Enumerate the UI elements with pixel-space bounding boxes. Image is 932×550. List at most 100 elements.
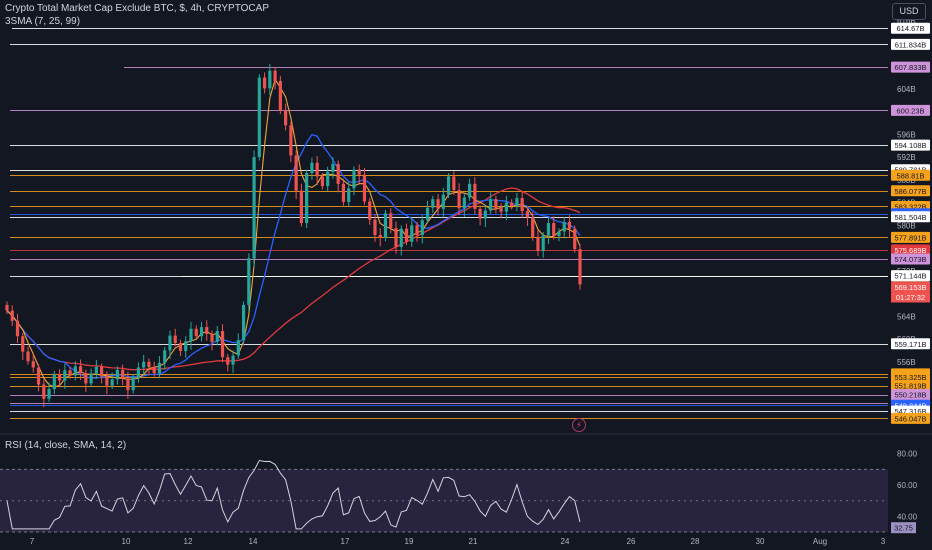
candle-body (152, 366, 156, 374)
candle-body (21, 336, 25, 352)
price-axis-tick: 604B (897, 85, 916, 94)
candle-body (94, 366, 98, 374)
candle-body (494, 199, 498, 209)
price-tag-label: 559.171B (894, 340, 926, 349)
candle-body (105, 376, 109, 386)
rsi-axis-tick: 40.00 (897, 512, 918, 521)
candle-body (541, 235, 545, 251)
candle-body (305, 173, 309, 224)
candle-body (431, 199, 435, 208)
price-tag-label: 581.504B (894, 213, 926, 222)
candle-body (31, 361, 35, 368)
candle-body (378, 235, 382, 238)
time-axis-tick: 28 (691, 537, 700, 546)
currency-button[interactable]: USD (892, 3, 926, 20)
candle-body (289, 125, 293, 156)
price-tag (891, 61, 930, 73)
time-axis-tick: Aug (813, 537, 827, 546)
time-axis-tick: 19 (405, 537, 414, 546)
candle-body (504, 202, 509, 212)
candle-body (10, 310, 14, 321)
candle-body (89, 373, 93, 384)
candle-body (441, 194, 445, 209)
candle-body (546, 223, 551, 236)
candle-body (100, 366, 104, 377)
price-tag-label: 571.144B (894, 272, 926, 281)
sma-legend[interactable]: 3SMA (7, 25, 99) (5, 16, 81, 27)
price-tag (891, 371, 930, 383)
time-axis-tick: 30 (756, 537, 765, 546)
candle-body (147, 361, 151, 367)
price-tag-label: 575.689B (894, 246, 926, 255)
candle-body (362, 174, 367, 202)
candle-body (341, 183, 346, 203)
candle-body (578, 249, 582, 285)
price-tag-label: 586.077B (894, 187, 926, 196)
candle-body (389, 213, 393, 229)
candle-body (552, 223, 556, 237)
candle-body (26, 351, 30, 362)
time-axis-tick: 17 (341, 537, 350, 546)
price-tag (891, 270, 930, 282)
candle-body (326, 171, 330, 187)
price-tag (891, 104, 930, 116)
rsi-legend[interactable]: RSI (14, close, SMA, 14, 2) (5, 440, 127, 451)
candle-body (425, 207, 430, 221)
candle-body (73, 366, 77, 376)
price-tag-label: 583.322B (894, 202, 926, 211)
candle-body (515, 198, 519, 207)
candle-body (205, 327, 209, 334)
candle-body (299, 190, 303, 224)
price-tag-label: 607.833B (894, 63, 926, 72)
candle-body (110, 379, 114, 386)
price-tag-label: 577.891B (894, 233, 926, 242)
time-axis-tick: 26 (627, 537, 636, 546)
price-tag-label: 574.073B (894, 255, 926, 264)
price-tag-label: 546.047B (894, 414, 926, 423)
price-tag (891, 338, 930, 350)
candle-body (252, 157, 256, 259)
candle-body (452, 176, 456, 191)
candle-body (347, 188, 351, 203)
candle-body (173, 335, 177, 344)
countdown-tag (891, 292, 930, 303)
time-axis-tick: 7 (30, 537, 35, 546)
candle-body (247, 258, 251, 305)
candle-body (273, 70, 277, 81)
rsi-axis-tick: 80.00 (897, 450, 918, 459)
price-tag (891, 169, 930, 181)
candle-body (499, 208, 503, 212)
candle-body (489, 199, 493, 211)
candle-body (562, 221, 566, 232)
price-tag-label: 611.834B (895, 40, 927, 49)
price-tag-label: 614.67B (897, 24, 925, 33)
candle-body (63, 370, 67, 381)
candle-body (178, 343, 183, 351)
candle-body (241, 304, 246, 341)
time-axis-tick: 12 (184, 537, 193, 546)
candle-body (210, 333, 214, 342)
price-tag-label: 550.218B (894, 391, 926, 400)
price-tag (891, 412, 930, 424)
time-axis-tick: 3 (881, 537, 886, 546)
price-tag (891, 389, 930, 401)
sma99-line (6, 187, 581, 371)
candle-body (257, 77, 261, 158)
candle-body (473, 183, 477, 209)
candle-body (394, 228, 398, 247)
candle-body (57, 374, 62, 381)
candle-body (336, 163, 340, 184)
candle-body (268, 70, 272, 89)
candle-body (284, 110, 288, 126)
candle-body (220, 331, 225, 358)
candle-body (483, 210, 487, 219)
candle-body (525, 211, 530, 218)
candle-body (42, 384, 46, 399)
candle-body (231, 355, 235, 365)
candle-body (121, 369, 125, 379)
time-axis-tick: 21 (469, 537, 478, 546)
flash-icon[interactable]: ⚡ (572, 418, 586, 432)
price-axis-tick: 580B (897, 221, 916, 230)
candle-body (567, 221, 572, 229)
